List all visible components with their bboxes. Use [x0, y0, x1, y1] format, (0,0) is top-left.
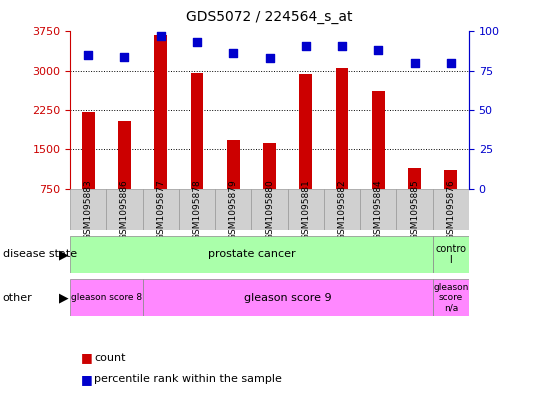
Text: disease state: disease state [3, 250, 77, 259]
Point [265, 55, 274, 61]
Bar [106, 189, 143, 230]
Text: GSM1095880: GSM1095880 [265, 179, 274, 240]
Text: GDS5072 / 224564_s_at: GDS5072 / 224564_s_at [186, 10, 353, 24]
Bar [336, 68, 348, 189]
Bar [324, 189, 360, 230]
Point [192, 39, 201, 46]
Bar [179, 189, 215, 230]
Bar [143, 189, 179, 230]
Point [410, 60, 419, 66]
Point [84, 52, 93, 58]
Bar [70, 189, 106, 230]
Text: ■: ■ [81, 351, 93, 364]
Bar [300, 74, 312, 189]
Text: ▶: ▶ [59, 291, 68, 304]
Point [446, 60, 455, 66]
Point [120, 53, 129, 60]
Text: prostate cancer: prostate cancer [208, 250, 295, 259]
Bar [433, 189, 469, 230]
Text: contro
l: contro l [436, 244, 466, 265]
Bar [191, 73, 203, 189]
Bar [215, 189, 251, 230]
Point [229, 50, 238, 57]
Point [338, 42, 347, 49]
Point [374, 47, 383, 53]
Text: GSM1095886: GSM1095886 [120, 179, 129, 240]
Text: count: count [94, 353, 126, 363]
Text: other: other [3, 293, 32, 303]
Text: GSM1095881: GSM1095881 [301, 179, 310, 240]
Text: GSM1095885: GSM1095885 [410, 179, 419, 240]
Bar [372, 91, 385, 189]
Bar [360, 189, 396, 230]
Text: GSM1095876: GSM1095876 [446, 179, 455, 240]
Bar [154, 35, 167, 189]
Text: GSM1095884: GSM1095884 [374, 179, 383, 240]
Bar [70, 279, 143, 316]
Bar [288, 189, 324, 230]
Bar [118, 121, 131, 189]
Text: percentile rank within the sample: percentile rank within the sample [94, 374, 282, 384]
Text: gleason score 9: gleason score 9 [244, 293, 331, 303]
Text: ■: ■ [81, 373, 93, 386]
Text: GSM1095879: GSM1095879 [229, 179, 238, 240]
Text: GSM1095882: GSM1095882 [337, 179, 347, 240]
Bar [433, 236, 469, 273]
Bar [396, 189, 433, 230]
Text: GSM1095877: GSM1095877 [156, 179, 165, 240]
Bar [143, 279, 433, 316]
Bar [227, 140, 240, 189]
Bar [82, 112, 94, 189]
Bar [263, 143, 276, 189]
Bar [251, 189, 288, 230]
Bar [433, 279, 469, 316]
Bar [408, 168, 421, 189]
Text: GSM1095883: GSM1095883 [84, 179, 93, 240]
Bar [445, 170, 457, 189]
Text: gleason score 8: gleason score 8 [71, 293, 142, 302]
Point [301, 42, 310, 49]
Text: GSM1095878: GSM1095878 [192, 179, 202, 240]
Text: gleason
score
n/a: gleason score n/a [433, 283, 468, 312]
Point [156, 33, 165, 39]
Text: ▶: ▶ [59, 248, 68, 261]
